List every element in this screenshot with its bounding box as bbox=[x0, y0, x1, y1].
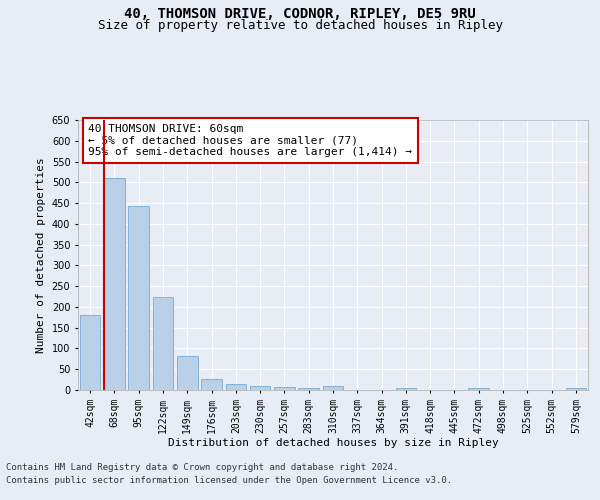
Bar bbox=[469, 388, 489, 390]
Text: Contains public sector information licensed under the Open Government Licence v3: Contains public sector information licen… bbox=[6, 476, 452, 485]
Bar bbox=[226, 384, 246, 390]
Bar bbox=[104, 178, 125, 390]
Bar bbox=[298, 388, 319, 390]
Bar bbox=[274, 387, 295, 390]
Bar bbox=[395, 388, 416, 390]
X-axis label: Distribution of detached houses by size in Ripley: Distribution of detached houses by size … bbox=[167, 438, 499, 448]
Bar bbox=[566, 388, 586, 390]
Text: 40 THOMSON DRIVE: 60sqm
← 5% of detached houses are smaller (77)
95% of semi-det: 40 THOMSON DRIVE: 60sqm ← 5% of detached… bbox=[88, 124, 412, 157]
Bar bbox=[152, 296, 173, 390]
Bar bbox=[250, 386, 271, 390]
Bar bbox=[80, 315, 100, 390]
Text: 40, THOMSON DRIVE, CODNOR, RIPLEY, DE5 9RU: 40, THOMSON DRIVE, CODNOR, RIPLEY, DE5 9… bbox=[124, 8, 476, 22]
Text: Contains HM Land Registry data © Crown copyright and database right 2024.: Contains HM Land Registry data © Crown c… bbox=[6, 462, 398, 471]
Bar bbox=[177, 356, 197, 390]
Bar bbox=[323, 386, 343, 390]
Y-axis label: Number of detached properties: Number of detached properties bbox=[36, 157, 46, 353]
Bar bbox=[128, 206, 149, 390]
Bar bbox=[201, 379, 222, 390]
Text: Size of property relative to detached houses in Ripley: Size of property relative to detached ho… bbox=[97, 18, 503, 32]
